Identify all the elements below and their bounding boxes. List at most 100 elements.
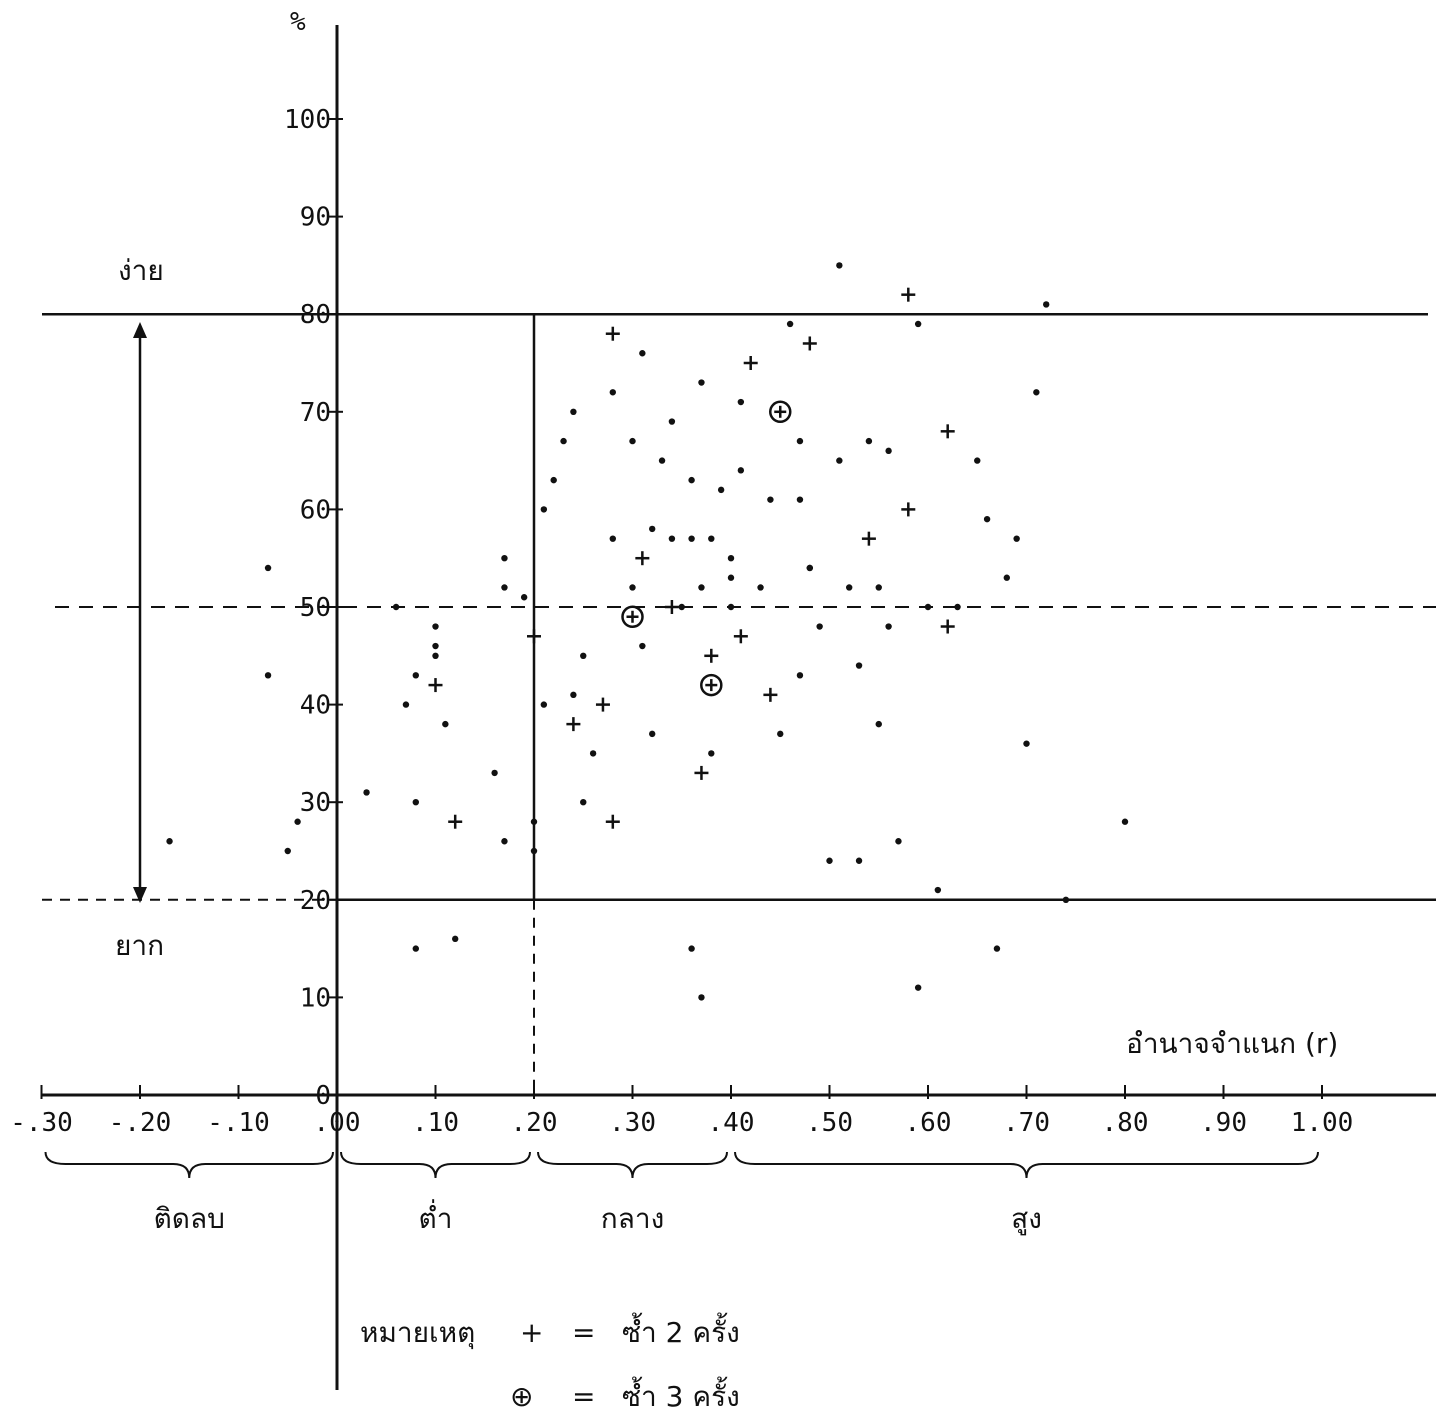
data-point: [540, 506, 548, 513]
legend-text-double: ซ้ำ 2 ครั้ง: [622, 1312, 740, 1349]
data-point-double: [595, 697, 610, 712]
difficulty-range-arrow: [133, 322, 147, 903]
data-point: [855, 662, 863, 669]
data-point: [363, 789, 370, 796]
x-group-brace: [537, 1151, 728, 1179]
y-tick-label: 60: [300, 495, 331, 525]
data-point: [836, 262, 843, 269]
data-point: [264, 672, 272, 679]
data-point: [540, 701, 548, 708]
data-point: [806, 564, 813, 572]
data-point: [717, 486, 725, 494]
data-point: [501, 584, 508, 591]
data-point: [412, 945, 419, 952]
y-tick-label: 100: [284, 105, 331, 135]
data-point: [875, 584, 882, 591]
data-point-double: [704, 648, 719, 663]
data-point-triple: [621, 605, 644, 629]
data-point-double: [940, 619, 955, 634]
data-point-double: [635, 551, 650, 566]
data-point: [570, 691, 577, 699]
data-point: [737, 398, 745, 406]
data-point: [392, 603, 400, 611]
data-point: [432, 642, 439, 650]
data-point-double: [861, 531, 876, 546]
x-group-label: ติดลบ: [154, 1202, 225, 1235]
data-point: [1043, 301, 1050, 308]
data-point-triple: [769, 400, 792, 424]
data-point: [580, 652, 587, 659]
x-tick-label: .40: [708, 1108, 755, 1138]
x-tick-label: .10: [412, 1108, 459, 1138]
legend-equals-2: =: [572, 1380, 595, 1413]
data-point-double: [694, 765, 709, 780]
data-point: [678, 603, 685, 611]
data-point: [452, 935, 459, 943]
data-point: [1003, 574, 1010, 581]
x-group-braces: ติดลบ ต่ำ กลาง สูง: [44, 1151, 1319, 1236]
data-point: [708, 750, 715, 757]
y-tick-label: 70: [300, 398, 331, 428]
data-point: [264, 564, 272, 572]
x-group-label: กลาง: [601, 1202, 665, 1235]
y-tick-label: 20: [300, 886, 331, 916]
data-point: [688, 476, 695, 484]
data-point-double: [428, 678, 443, 693]
data-point: [914, 320, 922, 328]
data-point: [777, 730, 784, 738]
x-axis-label: อำนาจจำแนก (r): [1126, 1027, 1338, 1060]
data-point: [796, 496, 804, 503]
data-points: [166, 262, 1129, 1001]
data-point: [796, 672, 804, 679]
data-point: [934, 886, 942, 894]
data-point: [846, 584, 853, 591]
data-point: [727, 603, 735, 611]
data-point: [737, 467, 745, 474]
data-point: [698, 994, 705, 1001]
data-point: [639, 642, 646, 650]
legend-symbol-circle-plus: ⊕: [510, 1380, 533, 1413]
data-point: [767, 496, 774, 503]
data-point: [1013, 535, 1020, 542]
x-group-label: สูง: [1011, 1202, 1042, 1236]
y-tick-label: 90: [300, 203, 331, 233]
data-point: [974, 457, 981, 464]
data-point: [629, 437, 636, 445]
data-point: [589, 750, 597, 757]
axes: [42, 25, 1436, 1390]
data-point: [954, 603, 961, 611]
data-point: [668, 418, 676, 425]
y-tick-label: 40: [300, 691, 331, 721]
data-point: [993, 945, 1001, 952]
data-point-double: [664, 600, 679, 614]
arrow-down-icon: [133, 887, 147, 903]
data-point-double: [448, 814, 463, 829]
data-point: [1121, 818, 1129, 825]
data-point: [570, 408, 577, 415]
x-tick-label: .50: [806, 1108, 853, 1138]
data-point: [432, 652, 439, 659]
legend: หมายเหตุ + = ซ้ำ 2 ครั้ง ⊕ = ซ้ำ 3 ครั้ง: [360, 1312, 740, 1413]
data-point: [501, 838, 508, 845]
data-point: [816, 623, 823, 630]
data-point: [609, 535, 616, 542]
x-group-brace: [734, 1151, 1319, 1179]
data-point-double: [763, 687, 778, 702]
data-point: [412, 799, 419, 806]
data-point-double: [802, 336, 817, 351]
legend-symbol-plus: +: [520, 1316, 543, 1349]
data-point-double: [901, 287, 916, 302]
data-point: [924, 603, 932, 611]
data-point: [530, 847, 538, 855]
data-point: [649, 730, 656, 738]
data-point: [698, 584, 705, 591]
reference-lines: [42, 312, 1436, 1095]
data-point: [649, 525, 656, 533]
x-ticks: -.30 -.20 -.10 .00 .10 .20 .30 .40 .50 .60 .70 .80.…: [10, 1085, 1353, 1138]
data-point: [836, 457, 843, 464]
data-point-double: [605, 814, 620, 829]
easy-label: ง่าย: [118, 254, 164, 287]
x-group-brace: [340, 1151, 531, 1179]
y-axis-label: %: [290, 7, 306, 37]
